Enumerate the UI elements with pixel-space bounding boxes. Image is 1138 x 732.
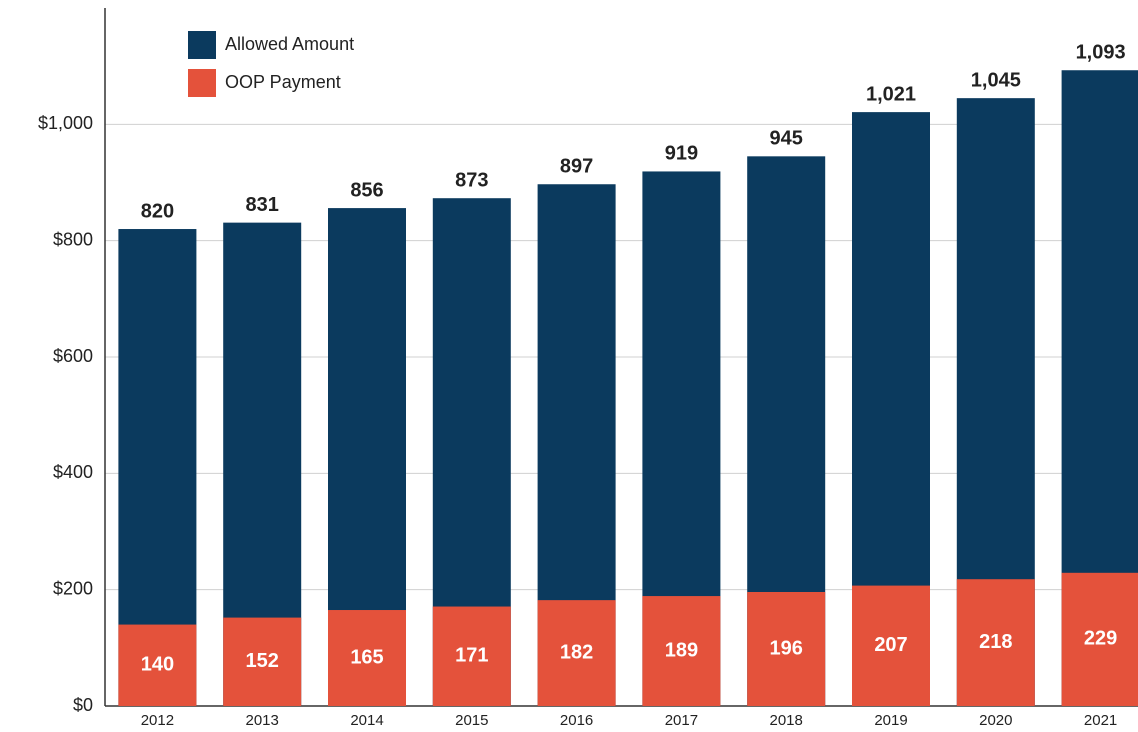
bar	[118, 624, 197, 706]
value-label: 218	[979, 631, 1012, 653]
value-label: 1,045	[971, 69, 1021, 91]
x-tick-label: 2013	[246, 712, 279, 729]
bar	[537, 600, 616, 706]
bar	[432, 606, 511, 706]
x-tick-label: 2017	[665, 712, 698, 729]
bar	[642, 596, 721, 706]
x-tick-label: 2012	[141, 712, 174, 729]
value-label: 165	[350, 646, 383, 668]
value-label: 919	[665, 143, 698, 165]
value-label: 171	[455, 645, 488, 667]
value-label: 207	[874, 634, 907, 656]
value-label: 196	[770, 637, 803, 659]
value-label: 189	[665, 639, 698, 661]
value-label: 897	[560, 156, 593, 178]
bar	[852, 585, 930, 706]
x-tick-label: 2015	[455, 712, 488, 729]
value-label: 831	[246, 194, 279, 216]
y-tick-label: $600	[53, 346, 93, 366]
y-tick-label: $400	[53, 462, 93, 482]
value-label: 140	[141, 654, 174, 676]
x-tick-label: 2014	[350, 712, 383, 729]
bar	[747, 591, 826, 706]
legend-label: Allowed Amount	[225, 34, 354, 54]
y-tick-label: $0	[73, 695, 93, 715]
value-label: 229	[1084, 628, 1117, 650]
value-label: 182	[560, 641, 593, 663]
y-tick-label: $200	[53, 578, 93, 598]
value-label: 856	[350, 179, 383, 201]
bar	[223, 617, 302, 706]
value-label: 873	[455, 169, 488, 191]
bar	[328, 610, 406, 706]
y-tick-label: $1,000	[38, 113, 93, 133]
x-tick-label: 2019	[874, 712, 907, 729]
value-label: 820	[141, 200, 174, 222]
value-label: 1,093	[1076, 42, 1126, 64]
legend-label: OOP Payment	[225, 72, 341, 92]
bar	[956, 579, 1035, 706]
x-tick-label: 2021	[1084, 712, 1117, 729]
value-label: 152	[246, 650, 279, 672]
x-tick-label: 2020	[979, 712, 1012, 729]
legend-swatch	[188, 69, 216, 97]
x-tick-label: 2018	[770, 712, 803, 729]
value-label: 945	[770, 128, 803, 150]
value-label: 1,021	[866, 83, 916, 105]
x-tick-label: 2016	[560, 712, 593, 729]
legend-swatch	[188, 31, 216, 59]
bar	[1061, 572, 1138, 706]
y-tick-label: $800	[53, 229, 93, 249]
